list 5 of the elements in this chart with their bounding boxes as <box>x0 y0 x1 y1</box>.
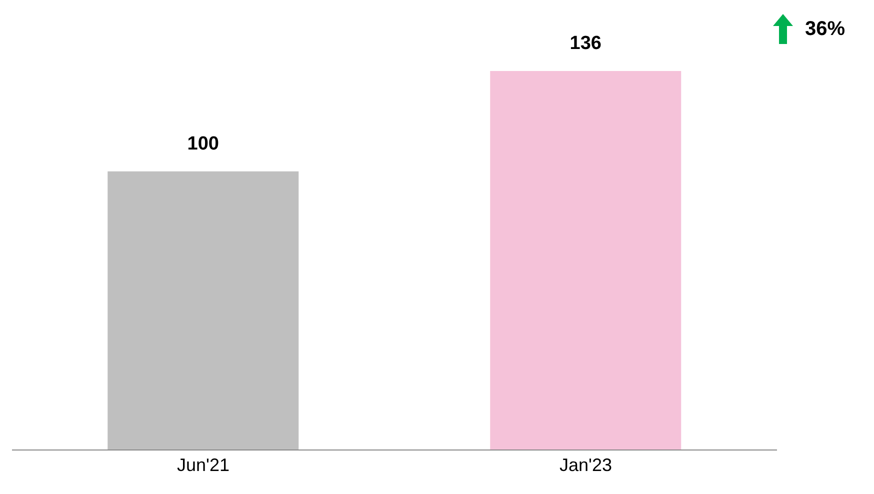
x-tick-label: Jan'23 <box>560 454 612 475</box>
text: 36% <box>805 18 846 40</box>
data-label: 136 <box>570 33 602 54</box>
x-tick-label: Jun'21 <box>177 454 230 475</box>
data-label: 100 <box>187 133 219 154</box>
